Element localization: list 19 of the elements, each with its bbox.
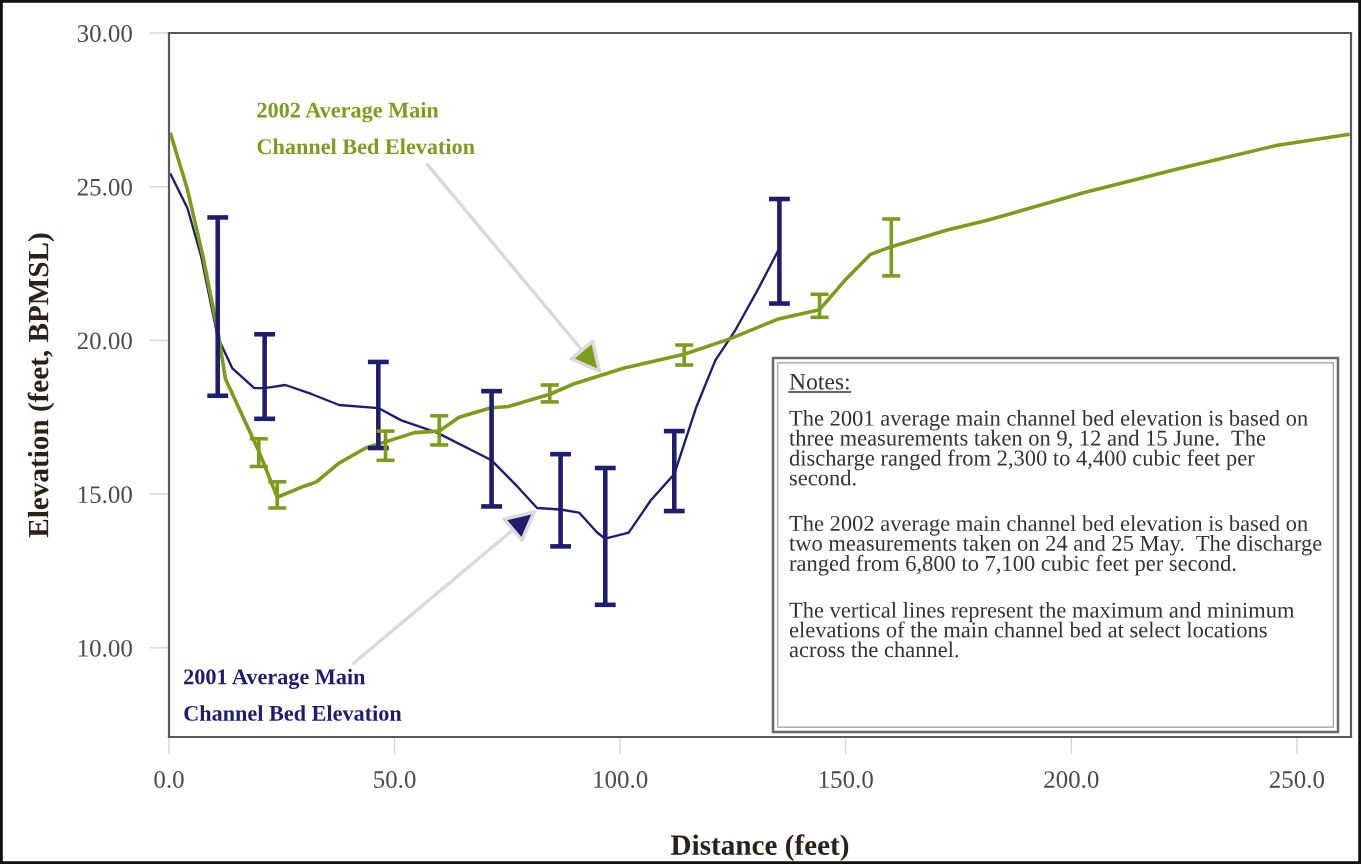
annotation: The 2001 average main channel bed elevation is based on three measurements taken on 9, 12 and 15 June. The discharge ranged from 2,300 to 4,400 cubic feet per second.	[789, 410, 1308, 486]
x-tick-label: 100.0	[594, 771, 648, 789]
y-tick-label: 20.00	[77, 332, 132, 350]
y-tick-label: 15.00	[78, 486, 132, 504]
annotation: 2002 Average Main Channel Bed Elevation	[257, 101, 475, 155]
annotation: Notes:	[789, 373, 849, 390]
y-tick-label: 30.00	[77, 25, 132, 43]
x-tick-label: 0.0	[154, 771, 184, 789]
x-tick-label: 250.0	[1269, 771, 1325, 789]
annotation: 2001 Average Main Channel Bed Elevation	[184, 668, 402, 721]
y-tick-label: 10.00	[78, 639, 132, 657]
x-axis-title: Distance (feet)	[671, 834, 849, 861]
x-tick-label: 150.0	[819, 771, 873, 789]
y-axis-title: Elevation (feet, BPMSL)	[27, 233, 55, 538]
annotation: The vertical lines represent the maximum and minimum elevations of the main channel bed at select locations across the channel.	[789, 601, 1295, 658]
y-tick-label: 25.00	[77, 178, 132, 196]
x-tick-label: 50.0	[374, 771, 416, 789]
annotation: The 2002 average main channel bed elevation is based on two measurements taken on 24 and 25 May. The discharge ranged from 6,800 to 7,100 cubic feet per second.	[789, 515, 1322, 576]
x-tick-label: 200.0	[1044, 771, 1099, 789]
